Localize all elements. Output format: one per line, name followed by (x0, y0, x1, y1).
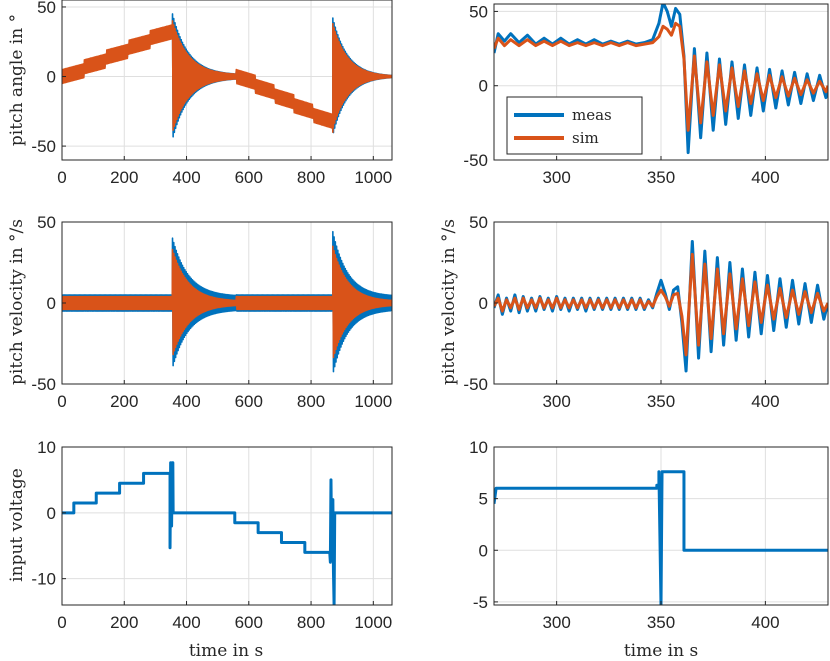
y-axis-label: pitch velocity in °/s (439, 219, 459, 385)
legend: meas sim (506, 96, 643, 155)
x-tick-label: 400 (751, 613, 779, 632)
tick-labels: 300 350 400 -50 0 50 (463, 213, 779, 411)
tick-labels: 300 350 400 -5 0 5 10 (469, 438, 779, 632)
x-tick-label: 800 (297, 168, 325, 187)
plot-area (61, 0, 393, 161)
y-tick-label: -10 (31, 570, 56, 589)
y-axis-label: pitch velocity in °/s (7, 219, 27, 385)
x-tick-label: 0 (57, 613, 66, 632)
x-tick-label: 200 (110, 613, 138, 632)
y-tick-label: 0 (47, 504, 56, 523)
x-tick-label: 800 (297, 392, 325, 411)
y-tick-label: 10 (469, 438, 488, 457)
x-tick-label: 1000 (354, 613, 392, 632)
meas-series-line (62, 461, 392, 605)
sim-series-line (494, 21, 828, 132)
x-axis-label: time in s (189, 641, 263, 661)
y-tick-label: -5 (473, 593, 488, 612)
x-tick-label: 600 (235, 392, 263, 411)
axes-frame (61, 446, 393, 606)
axes-frame (61, 0, 393, 161)
y-tick-label: 0 (479, 77, 488, 96)
y-tick-label: -50 (31, 137, 56, 156)
x-tick-label: 300 (542, 168, 570, 187)
x-tick-label: 200 (110, 168, 138, 187)
x-tick-label: 200 (110, 392, 138, 411)
plot-area (493, 221, 829, 385)
y-axis-label: input voltage (7, 468, 27, 582)
legend-sim-label: sim (572, 129, 599, 147)
pitch-angle-zoom-plot: 300 350 400 -50 0 50 meas sim (463, 2, 829, 187)
y-tick-label: 50 (469, 213, 488, 232)
y-tick-label: 0 (47, 294, 56, 313)
y-tick-label: 0 (479, 294, 488, 313)
x-tick-label: 1000 (354, 392, 392, 411)
x-axis-label: time in s (624, 641, 698, 661)
x-tick-label: 0 (57, 168, 66, 187)
tick-labels: 300 350 400 -50 0 50 (463, 2, 779, 187)
pitch-velocity-zoom-plot: 300 350 400 -50 0 50 pitch velocity in °/s (439, 213, 829, 411)
x-tick-label: 350 (647, 613, 675, 632)
y-axis-label: pitch angle in ° (7, 14, 27, 146)
x-tick-label: 400 (172, 613, 200, 632)
y-tick-label: -50 (463, 375, 488, 394)
y-tick-label: -50 (31, 375, 56, 394)
plot-area (61, 221, 393, 385)
y-tick-label: 50 (37, 213, 56, 232)
y-tick-label: 0 (47, 68, 56, 87)
legend-meas-label: meas (572, 106, 612, 124)
x-tick-label: 300 (542, 392, 570, 411)
x-tick-label: 350 (647, 168, 675, 187)
plot-background (62, 447, 392, 605)
x-tick-label: 350 (647, 392, 675, 411)
x-tick-label: 400 (172, 392, 200, 411)
meas-series-line (494, 470, 828, 605)
plot-area (61, 446, 393, 606)
tick-labels: 0 200 400 600 800 1000 -10 0 10 (31, 438, 392, 632)
x-tick-label: 600 (235, 168, 263, 187)
y-tick-label: 0 (479, 541, 488, 560)
x-tick-label: 1000 (354, 168, 392, 187)
x-tick-label: 600 (235, 613, 263, 632)
y-tick-label: 50 (469, 2, 488, 21)
x-tick-label: 0 (57, 392, 66, 411)
y-tick-label: 5 (479, 490, 488, 509)
x-tick-label: 400 (172, 168, 200, 187)
x-tick-label: 400 (751, 168, 779, 187)
x-tick-label: 400 (751, 392, 779, 411)
y-tick-label: 10 (37, 438, 56, 457)
sim-series-line (494, 252, 828, 357)
sim-series-line (62, 245, 392, 359)
x-tick-label: 800 (297, 613, 325, 632)
y-tick-label: -50 (463, 151, 488, 170)
x-tick-label: 300 (542, 613, 570, 632)
input-voltage-full-plot: 0 200 400 600 800 1000 -10 0 10 input voltage ti… (7, 438, 393, 661)
y-tick-label: 50 (37, 0, 56, 17)
sim-series-line (62, 20, 392, 133)
plot-area (493, 446, 829, 606)
legend-box (506, 96, 643, 155)
input-voltage-zoom-plot: 300 350 400 -5 0 5 10 time in s (469, 438, 829, 661)
